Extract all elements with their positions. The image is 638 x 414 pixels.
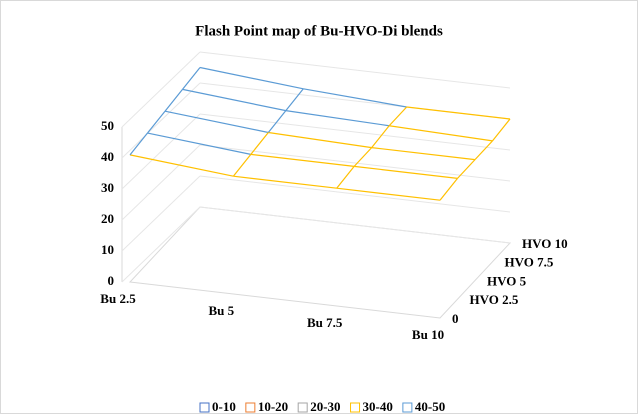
depth-tick-label: HVO 2.5 [470,292,519,307]
legend-label: 20-30 [310,399,340,414]
depth-tick-label: HVO 5 [487,273,527,288]
grid-line [199,113,511,151]
surface-edge [182,67,201,90]
surface-edge [250,132,269,155]
surface-edge [336,165,355,189]
x-tick-label: Bu 7.5 [307,315,343,330]
grid-line [121,51,201,128]
legend-swatch [297,402,308,413]
surface-edge [371,125,390,148]
surface-edge [439,177,458,201]
grid-line [199,175,511,213]
depth-tick-label: HVO 7.5 [505,255,554,270]
legend-swatch [245,402,256,413]
grid-line [121,82,201,159]
surface-edge [233,175,337,189]
surface-edge [267,110,287,133]
surface-edge [164,110,269,134]
legend-swatch [199,402,210,413]
legend-swatch [402,402,413,413]
x-tick-label: Bu 5 [209,303,235,318]
surface-edge [389,125,493,142]
legend-label: 30-40 [363,399,393,414]
surface-edge [232,153,252,177]
surface-edge [129,154,234,177]
legend-label: 10-20 [258,399,288,414]
grid-line [121,144,201,221]
surface-edge [164,88,183,112]
surface-edge [474,140,493,161]
grid-line [121,175,201,252]
legend-swatch [350,402,361,413]
z-tick-label: 40 [101,149,114,164]
surface-edge [406,106,511,120]
z-tick-label: 50 [101,118,114,133]
surface-edge [147,132,251,155]
surface-edge [303,88,407,108]
depth-tick-label: 0 [452,311,459,326]
grid-line [199,51,511,89]
surface-edge [388,106,408,127]
depth-tick-label: HVO 10 [522,236,568,251]
chart-title: Flash Point map of Bu-HVO-Di blends [195,23,443,39]
grid-line [199,144,511,182]
grid-line [121,113,201,190]
z-tick-label: 30 [101,180,114,195]
x-tick-label: Bu 2.5 [100,291,136,306]
surface-edge [336,187,441,201]
surface-edge [268,131,372,149]
grid-line [121,206,201,283]
z-tick-label: 20 [101,211,114,226]
surface-edge [285,110,390,127]
surface-edge [250,153,355,167]
surface-edge [457,159,476,179]
z-tick-label: 10 [101,242,114,257]
surface-edge [285,88,304,112]
surface-edge [492,118,511,142]
surface-edge [129,132,148,156]
surface-edge [353,147,373,167]
legend-label: 0-10 [212,399,236,414]
surface-edge [182,88,286,112]
surface-edge [371,147,476,161]
surface-edge [354,165,458,179]
z-tick-label: 0 [108,273,115,288]
legend-label: 40-50 [415,399,445,414]
surface-edge [199,66,304,90]
surface-edge [147,110,166,134]
x-tick-label: Bu 10 [412,327,444,342]
grid-line [199,206,511,244]
